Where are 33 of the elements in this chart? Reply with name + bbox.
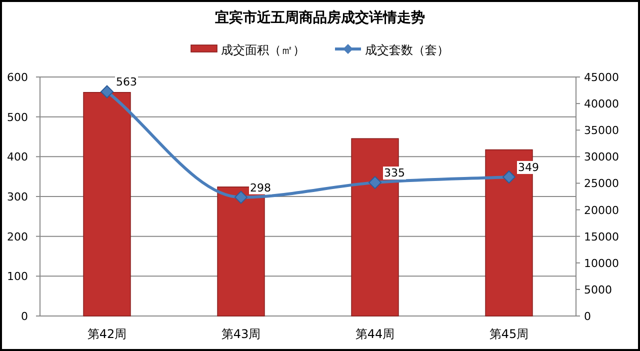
bar <box>83 92 131 316</box>
data-label: 349 <box>518 160 539 174</box>
y-tick-label: 0 <box>21 310 28 323</box>
y-tick-label: 100 <box>7 270 28 284</box>
y2-tick-label: 5000 <box>584 283 612 296</box>
legend-label: 成交套数（套） <box>365 43 449 57</box>
y2-tick-label: 40000 <box>584 98 619 111</box>
y2-tick-label: 35000 <box>584 124 619 138</box>
y2-tick-label: 45000 <box>584 71 619 84</box>
data-label: 335 <box>384 166 405 180</box>
y-tick-label: 200 <box>7 230 28 244</box>
y2-tick-label: 15000 <box>584 230 619 244</box>
y-tick-label: 600 <box>7 71 28 84</box>
point <box>502 170 516 184</box>
chart-title: 宜宾市近五周商品房成交详情走势 <box>215 9 425 26</box>
x-tick-label: 第43周 <box>221 327 261 341</box>
data-label: 563 <box>116 76 137 89</box>
y2-tick-label: 25000 <box>584 177 619 190</box>
x-tick-label: 第44周 <box>355 327 395 341</box>
y2-tick-label: 10000 <box>584 256 619 270</box>
point <box>234 190 248 204</box>
data-label: 298 <box>250 181 271 194</box>
y-tick-label: 500 <box>7 110 28 124</box>
legend-label: 成交面积（㎡） <box>221 43 305 57</box>
x-tick-label: 第45周 <box>489 327 529 341</box>
y2-tick-label: 0 <box>584 310 591 323</box>
point <box>100 85 114 98</box>
y2-tick-label: 20000 <box>584 204 619 217</box>
point <box>368 176 382 190</box>
y-tick-label: 400 <box>7 150 28 164</box>
y-tick-label: 300 <box>7 190 28 204</box>
y2-tick-label: 30000 <box>584 150 619 164</box>
x-tick-label: 第42周 <box>87 327 127 341</box>
